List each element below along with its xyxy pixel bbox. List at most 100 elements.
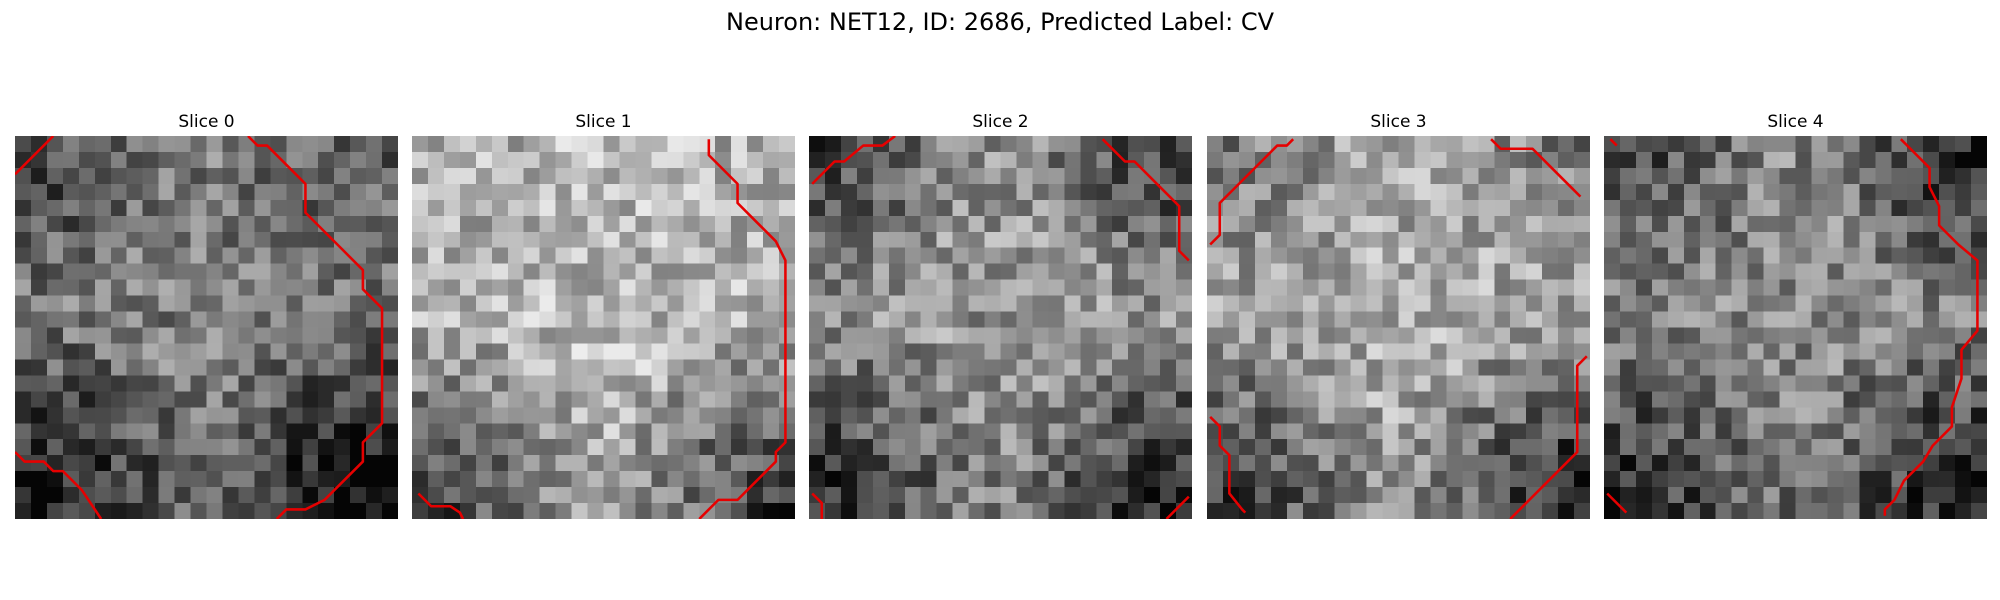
pixel <box>1096 279 1113 296</box>
pixel <box>1160 311 1177 328</box>
pixel <box>523 183 540 201</box>
pixel <box>158 136 175 153</box>
pixel <box>1494 471 1511 488</box>
pixel <box>635 455 652 472</box>
pixel <box>1715 503 1732 519</box>
pixel <box>1859 136 1876 153</box>
pixel <box>523 263 540 280</box>
pixel <box>1000 375 1017 392</box>
pixel <box>1971 311 1987 328</box>
pixel <box>475 215 493 233</box>
pixel <box>920 263 937 280</box>
pixel <box>731 136 748 153</box>
pixel <box>1907 359 1924 376</box>
pixel <box>763 359 780 376</box>
pixel <box>1334 151 1351 169</box>
pixel <box>1891 359 1908 376</box>
pixel <box>1971 231 1987 249</box>
pixel <box>94 199 112 217</box>
pixel <box>427 471 445 488</box>
pixel <box>840 375 858 392</box>
pixel <box>1683 407 1701 424</box>
pixel <box>904 311 922 328</box>
pixel <box>1843 247 1860 264</box>
pixel <box>1779 391 1796 408</box>
contour-line-1 <box>417 492 465 519</box>
pixel <box>334 439 351 456</box>
pixel <box>302 311 319 328</box>
pixel <box>1446 263 1463 280</box>
pixel <box>1859 359 1876 376</box>
pixel <box>952 503 969 519</box>
pixel <box>920 391 937 408</box>
pixel <box>1128 279 1145 296</box>
pixel <box>1382 247 1399 264</box>
pixel <box>1048 391 1065 408</box>
pixel <box>475 471 493 488</box>
pixel <box>1811 343 1828 360</box>
pixel <box>840 247 858 264</box>
pixel <box>62 391 80 408</box>
pixel <box>587 487 604 504</box>
pixel <box>1080 167 1097 185</box>
pixel <box>699 167 716 185</box>
pixel <box>238 423 255 440</box>
pixel <box>142 503 159 519</box>
pixel <box>1382 343 1399 360</box>
pixel <box>555 423 572 440</box>
pixel <box>270 263 287 280</box>
pixel <box>1270 359 1288 376</box>
pixel <box>1270 215 1288 233</box>
pixel <box>1795 343 1812 360</box>
pixel <box>286 151 303 169</box>
pixel <box>715 199 732 217</box>
pixel <box>1811 247 1828 264</box>
pixel <box>603 359 620 376</box>
pixel <box>1526 343 1543 360</box>
pixel <box>206 295 223 312</box>
pixel <box>1080 391 1097 408</box>
pixel <box>1859 407 1876 424</box>
pixel <box>507 199 525 217</box>
pixel <box>1683 215 1701 233</box>
pixel <box>46 375 64 392</box>
pixel <box>1238 487 1256 504</box>
pixel <box>62 439 80 456</box>
pixel <box>1763 391 1780 408</box>
pixel <box>366 503 383 519</box>
pixel <box>1843 311 1860 328</box>
pixel <box>904 375 922 392</box>
pixel <box>1619 455 1637 472</box>
pixel <box>1382 439 1399 456</box>
pixel <box>1160 343 1177 360</box>
pixel <box>110 295 128 312</box>
pixel <box>78 199 96 217</box>
pixel <box>1747 343 1764 360</box>
pixel <box>1923 375 1940 392</box>
pixel <box>1048 487 1065 504</box>
pixel <box>1430 231 1447 249</box>
pixel <box>270 199 287 217</box>
pixel <box>1112 183 1129 201</box>
pixel <box>270 215 287 233</box>
pixel <box>683 199 700 217</box>
pixel <box>222 199 239 217</box>
pixel <box>523 391 540 408</box>
pixel <box>1651 136 1669 153</box>
pixel <box>1286 423 1304 440</box>
pixel <box>952 327 969 344</box>
pixel <box>459 215 477 233</box>
pixel <box>747 439 764 456</box>
pixel <box>1619 487 1637 504</box>
pixel <box>443 167 461 185</box>
pixel <box>1350 199 1367 217</box>
pixel <box>872 311 890 328</box>
pixel <box>1683 503 1701 519</box>
pixel <box>94 215 112 233</box>
pixel <box>427 231 445 249</box>
pixel <box>571 215 588 233</box>
pixel <box>1382 167 1399 185</box>
pixel <box>763 136 780 153</box>
pixel <box>1939 279 1956 296</box>
pixel <box>587 247 604 264</box>
